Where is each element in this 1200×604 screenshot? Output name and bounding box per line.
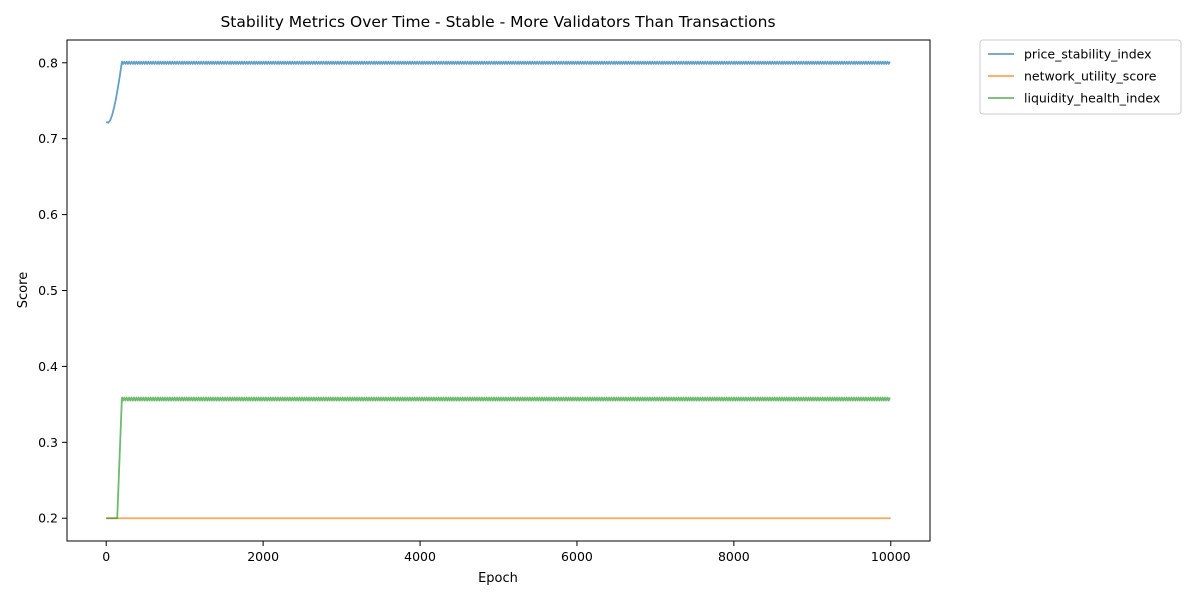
y-tick-label: 0.7 [38,131,58,146]
legend-label: network_utility_score [1024,69,1157,84]
x-tick-label: 8000 [718,549,750,564]
legend-label: price_stability_index [1024,47,1152,62]
series-line-price-stability-index [105,60,891,124]
legend-box [979,39,1182,115]
legend-label: liquidity_health_index [1024,91,1160,106]
legend: price_stability_index network_utility_sco… [979,39,1182,115]
y-tick-label: 0.6 [38,207,58,222]
y-tick-label: 0.5 [38,283,58,298]
series-line-liquidity-health-index [106,396,891,520]
x-tick-label: 2000 [247,549,279,564]
y-tick-label: 0.3 [38,435,58,450]
x-axis-label: Epoch [478,571,518,586]
y-tick-label: 0.8 [38,55,58,70]
x-tick-label: 4000 [404,549,436,564]
x-tick-label: 0 [102,549,110,564]
x-tick-label: 10000 [871,549,911,564]
chart-title: Stability Metrics Over Time - Stable - M… [220,13,775,31]
x-tick-label: 6000 [561,549,593,564]
axes: 0 2000 4000 6000 8000 10000 0.2 0.3 0.4 0.5 0.6 0.7… [38,39,931,564]
plot-area [105,60,891,520]
y-tick-label: 0.4 [38,359,58,374]
y-axis-label: Score [16,272,31,308]
plot-frame [66,39,931,542]
y-tick-label: 0.2 [38,511,58,526]
